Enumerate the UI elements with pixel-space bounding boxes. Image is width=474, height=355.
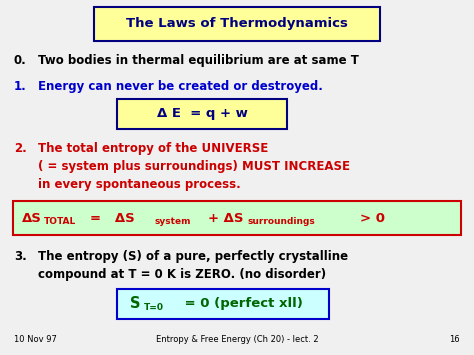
Text: The total entropy of the UNIVERSE: The total entropy of the UNIVERSE	[38, 142, 268, 155]
Text: 2.: 2.	[14, 142, 27, 155]
Text: The Laws of Thermodynamics: The Laws of Thermodynamics	[126, 17, 348, 31]
Text: 0.: 0.	[14, 54, 27, 67]
Text: 16: 16	[449, 335, 460, 344]
Text: system: system	[155, 218, 191, 226]
Text: Two bodies in thermal equilibrium are at same T: Two bodies in thermal equilibrium are at…	[38, 54, 359, 67]
Text: compound at T = 0 K is ZERO. (no disorder): compound at T = 0 K is ZERO. (no disorde…	[38, 268, 326, 281]
Text: Energy can never be created or destroyed.: Energy can never be created or destroyed…	[38, 80, 323, 93]
FancyBboxPatch shape	[13, 201, 461, 235]
Text: = 0 (perfect xll): = 0 (perfect xll)	[180, 297, 303, 311]
Text: 10 Nov 97: 10 Nov 97	[14, 335, 57, 344]
Text: surroundings: surroundings	[248, 218, 316, 226]
Text: 3.: 3.	[14, 250, 27, 263]
Text: ΔS: ΔS	[22, 212, 42, 224]
Text: 1.: 1.	[14, 80, 27, 93]
Text: in every spontaneous process.: in every spontaneous process.	[38, 178, 241, 191]
Text: =   ΔS: = ΔS	[90, 212, 135, 224]
Text: T=0: T=0	[144, 304, 164, 312]
Text: S: S	[130, 296, 140, 311]
Text: The entropy (S) of a pure, perfectly crystalline: The entropy (S) of a pure, perfectly cry…	[38, 250, 348, 263]
Text: ( = system plus surroundings) MUST INCREASE: ( = system plus surroundings) MUST INCRE…	[38, 160, 350, 173]
FancyBboxPatch shape	[117, 99, 287, 129]
Text: + ΔS: + ΔS	[208, 212, 244, 224]
FancyBboxPatch shape	[94, 7, 380, 41]
Text: > 0: > 0	[360, 212, 385, 224]
FancyBboxPatch shape	[117, 289, 329, 319]
Text: Entropy & Free Energy (Ch 20) - lect. 2: Entropy & Free Energy (Ch 20) - lect. 2	[155, 335, 319, 344]
Text: Δ E  = q + w: Δ E = q + w	[156, 108, 247, 120]
Text: TOTAL: TOTAL	[44, 218, 76, 226]
